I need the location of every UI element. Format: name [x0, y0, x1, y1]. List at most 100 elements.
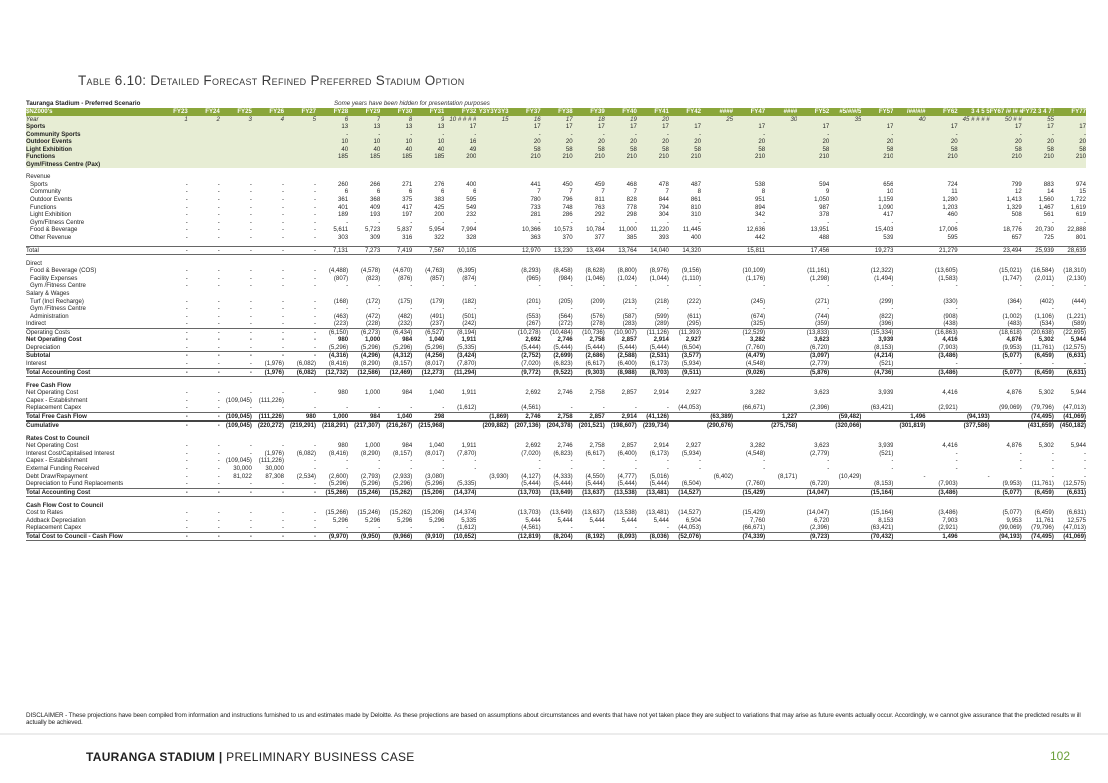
- cell: (8,976): [649, 267, 669, 275]
- row-label: Community Sports: [26, 130, 156, 139]
- cell: (491): [430, 312, 445, 320]
- cell: [893, 487, 926, 498]
- row-label: Light Exhibition: [30, 211, 72, 219]
- row-label: Gym /Fitness Centre: [30, 282, 86, 290]
- cell: -: [185, 449, 188, 457]
- cell: 4,416: [942, 389, 958, 397]
- cell: 1,227: [765, 411, 798, 423]
- cell: (13,637): [582, 509, 605, 517]
- cell: [958, 275, 990, 283]
- cell: [188, 290, 220, 298]
- cell: [701, 531, 734, 542]
- cell: -: [346, 404, 349, 412]
- cell: 400: [690, 233, 701, 241]
- cell: [605, 435, 637, 443]
- cell: -: [217, 359, 220, 367]
- cell: [701, 389, 733, 397]
- table-row: Cost to Rates - - - - - (15,266) (15,246) (15,26…: [26, 509, 1086, 517]
- table-row: Total Accounting Cost - - - - - (15,266) (15,24…: [26, 487, 1086, 498]
- cell: 58: [604, 145, 637, 154]
- cell: -: [314, 282, 317, 290]
- cell: -: [538, 282, 541, 290]
- cell: -: [187, 367, 220, 378]
- cell: FY29: [348, 108, 381, 116]
- cell: 2,692: [525, 389, 541, 397]
- cell: (18,618): [989, 327, 1022, 337]
- cell: -: [410, 218, 413, 226]
- cell: [765, 204, 797, 212]
- table-row: Cash Flow Cost to Council: [26, 502, 1086, 510]
- cell: (2,534): [296, 472, 317, 480]
- cell: [765, 290, 797, 298]
- cell: -: [217, 343, 220, 351]
- cell: -: [634, 282, 637, 290]
- cell: 17: [572, 123, 605, 131]
- cell: 7,419: [380, 245, 413, 256]
- cell: 6: [473, 188, 477, 196]
- cell: (10,109): [742, 267, 766, 275]
- cell: [926, 473, 958, 481]
- row-label: Community: [30, 188, 61, 196]
- cell: [348, 397, 380, 405]
- cell: 7: [601, 188, 605, 196]
- cell: (5,296): [360, 343, 381, 351]
- row-label: Sports: [26, 123, 156, 131]
- cell: 40: [412, 145, 445, 154]
- cell: [733, 382, 765, 390]
- cell: (3,486): [938, 509, 958, 517]
- cell: [701, 123, 734, 131]
- cell: -: [314, 267, 317, 275]
- cell: -: [281, 180, 284, 188]
- cell: 11,000: [618, 226, 637, 234]
- cell: (5,296): [328, 480, 349, 488]
- cell: (589): [1071, 320, 1086, 328]
- cell: [476, 457, 508, 465]
- cell: FY42: [668, 108, 701, 116]
- cell: 980: [337, 336, 349, 344]
- cell: (2,531): [636, 351, 669, 360]
- cell: (7,903): [938, 480, 958, 488]
- cell: [476, 160, 509, 169]
- cell: (2,130): [1066, 274, 1086, 282]
- cell: (14,047): [806, 509, 830, 517]
- table-row: Capex - Establishment - - (109,045) (111,226…: [26, 457, 1086, 465]
- cell: -: [442, 305, 445, 313]
- cell: (1,176): [745, 274, 766, 282]
- cell: (4,312): [380, 351, 413, 360]
- cell: [701, 442, 733, 450]
- cell: 442: [754, 233, 766, 241]
- table-row: Free Cash Flow: [26, 382, 1086, 390]
- cell: [1054, 173, 1086, 181]
- cell: -: [219, 367, 252, 378]
- cell: 210: [989, 153, 1022, 161]
- cell: -: [763, 457, 766, 465]
- cell: -: [955, 218, 958, 226]
- cell: (11,393): [668, 327, 701, 337]
- cell: (5,876): [797, 367, 830, 378]
- cell: -: [1019, 359, 1022, 367]
- cell: 13,951: [810, 226, 830, 234]
- cell: [958, 360, 990, 368]
- cell: [669, 435, 701, 443]
- table-row: Total Free Cash Flow - - (109,045) (111,226)…: [26, 411, 1086, 423]
- cell: (320,066): [835, 422, 862, 430]
- cell: 303: [337, 233, 349, 241]
- cell: [188, 382, 220, 390]
- cell: -: [217, 457, 220, 465]
- cell: (501): [462, 312, 477, 320]
- cell: (377,586): [963, 422, 990, 430]
- cell: [829, 344, 861, 352]
- cell: (94,193): [957, 411, 990, 423]
- cell: (5,296): [425, 480, 445, 488]
- cell: (8,036): [636, 531, 669, 542]
- cell: 17: [861, 123, 894, 131]
- cell: [476, 480, 508, 488]
- cell: [380, 435, 412, 443]
- cell: -: [380, 130, 413, 139]
- cell: [765, 480, 797, 488]
- cell: -: [185, 457, 188, 465]
- cell: (5,335): [457, 343, 477, 351]
- cell: -: [249, 297, 252, 305]
- cell: (4,763): [425, 267, 445, 275]
- cell: [251, 160, 284, 169]
